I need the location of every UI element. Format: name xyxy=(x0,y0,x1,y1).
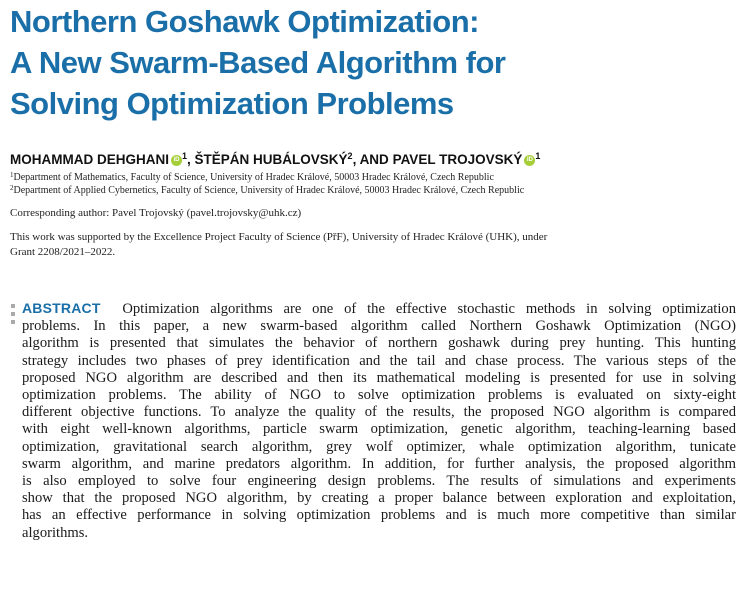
funding-line: This work was supported by the Excellenc… xyxy=(10,231,548,243)
affiliation-marker: 1 xyxy=(535,151,541,161)
abstract-line: optimization, gravitational search algor… xyxy=(22,438,736,455)
author-name: MOHAMMAD DEHGHANI xyxy=(10,152,169,167)
affiliation: 2Department of Applied Cybernetics, Facu… xyxy=(10,185,740,197)
abstract-body: ABSTRACT Optimization algorithms are one… xyxy=(22,300,736,542)
affiliation-number: 1 xyxy=(10,171,14,179)
affiliation-marker: 1 xyxy=(182,151,188,161)
title-line: A New Swarm-Based Algorithm for xyxy=(10,45,506,80)
abstract-marker-icon xyxy=(11,304,17,324)
affiliation-text: Department of Mathematics, Faculty of Sc… xyxy=(13,172,494,183)
abstract-line: has an effective performance in solving … xyxy=(22,507,736,524)
abstract-line: swarm algorithm, and marine predators al… xyxy=(22,455,736,472)
corresponding-author: Corresponding author: Pavel Trojovský (p… xyxy=(10,207,302,219)
abstract-label: ABSTRACT xyxy=(22,300,101,316)
abstract-line: problems. In this paper, a new swarm-bas… xyxy=(22,318,736,335)
affiliation-text: Department of Applied Cybernetics, Facul… xyxy=(13,185,525,196)
affiliation: 1Department of Mathematics, Faculty of S… xyxy=(10,172,740,184)
abstract-line: is also employed to solve four engineeri… xyxy=(22,473,736,490)
abstract-line: optimization problems. The ability of NG… xyxy=(22,387,736,404)
author-separator: , xyxy=(187,152,195,167)
affiliation-marker: 2 xyxy=(347,151,353,161)
orcid-icon[interactable]: iD xyxy=(171,155,182,166)
author-name: ŠTĚPÁN HUBÁLOVSKÝ xyxy=(194,152,348,167)
paper-title: Northern Goshawk Optimization: A New Swa… xyxy=(10,1,730,124)
author-list: MOHAMMAD DEHGHANI iD 1, ŠTĚPÁN HUBÁLOVSKÝ2… xyxy=(10,151,740,169)
abstract-line: strategy includes two phases of prey ide… xyxy=(22,352,736,369)
abstract-line: algorithms. xyxy=(22,524,89,541)
orcid-icon[interactable]: iD xyxy=(524,155,536,166)
abstract-line: with eight well-known algorithms, partic… xyxy=(22,421,736,438)
abstract-line: proposed NGO algorithm are described and… xyxy=(22,369,736,386)
author-separator: , AND xyxy=(352,152,393,167)
abstract-line: different objective functions. To analyz… xyxy=(22,404,736,421)
affiliation-number: 2 xyxy=(10,184,14,192)
title-line: Northern Goshawk Optimization: xyxy=(10,4,479,39)
funding-note: This work was supported by the Excellenc… xyxy=(10,230,710,260)
title-line: Solving Optimization Problems xyxy=(10,86,454,121)
abstract-line: ABSTRACT Optimization algorithms are one… xyxy=(22,300,736,317)
author-name: PAVEL TROJOVSKÝ xyxy=(392,152,523,167)
funding-line: Grant 2208/2021–2022. xyxy=(10,246,116,258)
abstract-line: algorithm is presented that simulates th… xyxy=(22,335,736,352)
abstract-line: show that the proposed NGO algorithm, by… xyxy=(22,490,736,507)
